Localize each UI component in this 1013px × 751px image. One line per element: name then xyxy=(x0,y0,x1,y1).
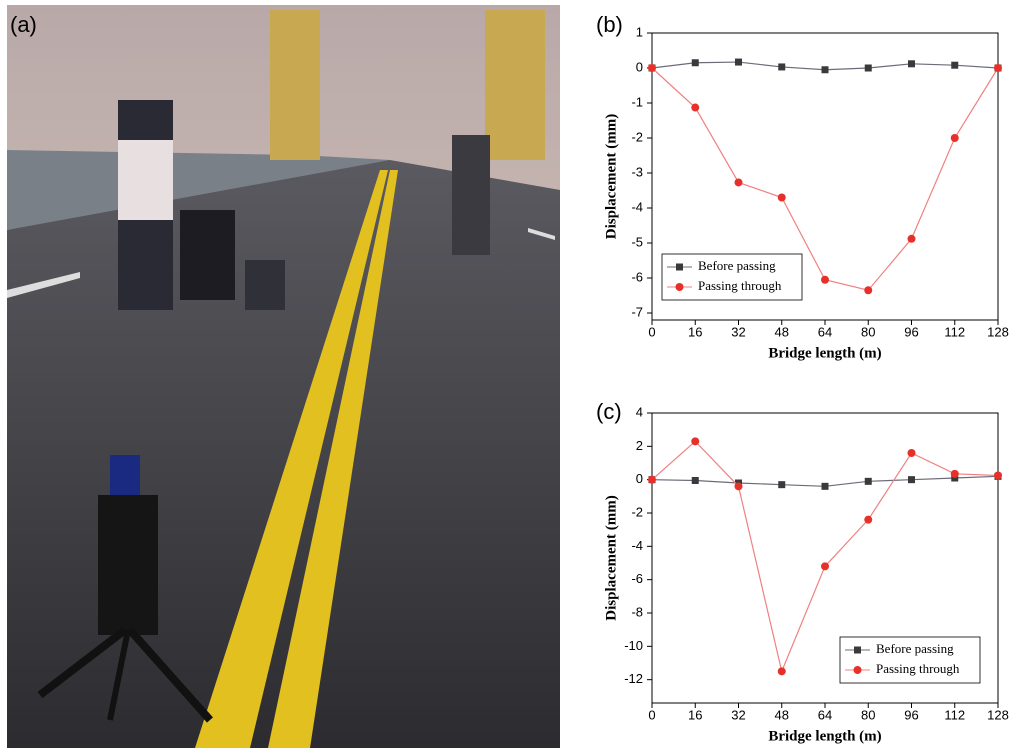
x-tick-label: 112 xyxy=(944,707,965,722)
marker xyxy=(778,63,785,70)
marker xyxy=(778,194,786,202)
marker xyxy=(864,516,872,524)
y-tick-label: 2 xyxy=(636,438,643,453)
legend-label: Passing through xyxy=(876,661,960,676)
x-tick-label: 96 xyxy=(904,707,918,722)
marker xyxy=(994,64,1002,72)
marker xyxy=(648,64,656,72)
marker xyxy=(778,481,785,488)
y-tick-label: -10 xyxy=(624,638,643,653)
y-tick-label: 0 xyxy=(636,471,643,486)
y-tick-label: -1 xyxy=(631,94,643,109)
legend-label: Passing through xyxy=(698,278,782,293)
y-tick-label: 4 xyxy=(636,404,643,419)
marker xyxy=(865,65,872,72)
x-tick-label: 96 xyxy=(904,324,918,339)
y-axis-label: Displacement (mm) xyxy=(603,114,619,239)
y-tick-label: -2 xyxy=(631,504,643,519)
panel-label: (c) xyxy=(596,399,622,424)
legend-marker xyxy=(676,283,684,291)
legend-marker xyxy=(854,666,862,674)
marker xyxy=(865,478,872,485)
y-tick-label: -5 xyxy=(631,234,643,249)
legend-label: Before passing xyxy=(698,258,776,273)
photo xyxy=(7,5,560,748)
marker xyxy=(822,483,829,490)
marker xyxy=(951,62,958,69)
marker xyxy=(951,470,959,478)
y-tick-label: -4 xyxy=(631,199,643,214)
panel-label: (b) xyxy=(596,12,623,37)
legend-marker xyxy=(854,647,861,654)
marker xyxy=(822,66,829,73)
panel-label: (a) xyxy=(10,12,37,37)
y-tick-label: 1 xyxy=(636,24,643,39)
x-tick-label: 80 xyxy=(861,324,875,339)
y-axis-label: Displacement (mm) xyxy=(603,495,619,620)
marker xyxy=(648,476,656,484)
x-tick-label: 16 xyxy=(688,707,702,722)
x-tick-label: 128 xyxy=(987,324,1009,339)
marker xyxy=(908,476,915,483)
figure: (a) (b) 0 16 32 48 64 80 96 112 128 -7 -6 -5 -4 -3 -2 -1… xyxy=(0,0,1013,751)
x-tick-label: 112 xyxy=(944,324,965,339)
x-tick-label: 64 xyxy=(818,324,832,339)
x-tick-label: 32 xyxy=(731,324,745,339)
y-tick-label: -2 xyxy=(631,129,643,144)
x-tick-label: 48 xyxy=(775,324,789,339)
marker xyxy=(908,60,915,67)
x-tick-label: 48 xyxy=(775,707,789,722)
marker xyxy=(691,437,699,445)
x-tick-label: 80 xyxy=(861,707,875,722)
y-tick-label: -6 xyxy=(631,571,643,586)
x-tick-label: 16 xyxy=(688,324,702,339)
marker xyxy=(735,482,743,490)
x-tick-label: 0 xyxy=(648,707,655,722)
marker xyxy=(692,477,699,484)
y-tick-label: -7 xyxy=(631,304,643,319)
marker xyxy=(908,449,916,457)
legend-marker xyxy=(676,264,683,271)
x-tick-label: 0 xyxy=(648,324,655,339)
x-axis-label: Bridge length (m) xyxy=(768,345,881,361)
y-tick-label: -3 xyxy=(631,164,643,179)
y-tick-label: -8 xyxy=(631,604,643,619)
y-tick-label: 0 xyxy=(636,59,643,74)
y-tick-label: -12 xyxy=(624,671,643,686)
marker xyxy=(691,104,699,112)
marker xyxy=(908,235,916,243)
marker xyxy=(735,59,742,66)
legend-label: Before passing xyxy=(876,641,954,656)
marker xyxy=(821,562,829,570)
x-tick-label: 64 xyxy=(818,707,832,722)
y-tick-label: -6 xyxy=(631,269,643,284)
x-tick-label: 128 xyxy=(987,707,1009,722)
marker xyxy=(951,134,959,142)
marker xyxy=(778,667,786,675)
y-tick-label: -4 xyxy=(631,538,643,553)
marker xyxy=(735,178,743,186)
x-tick-label: 32 xyxy=(731,707,745,722)
x-axis-label: Bridge length (m) xyxy=(768,728,881,744)
marker xyxy=(994,472,1002,480)
marker xyxy=(692,59,699,66)
marker xyxy=(821,276,829,284)
marker xyxy=(864,286,872,294)
